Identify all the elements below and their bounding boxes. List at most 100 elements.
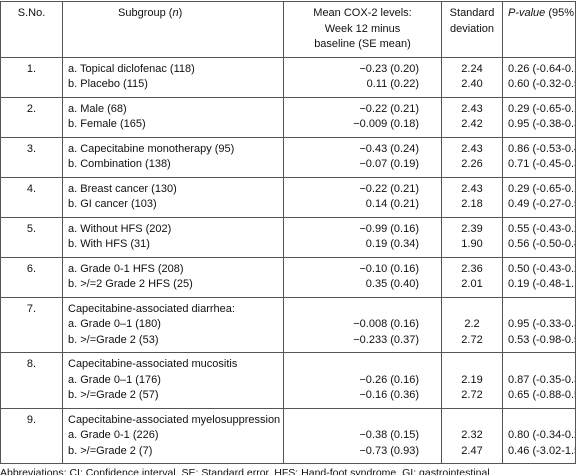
cell-line: 0.95 (-0.38-0.36) xyxy=(508,118,575,130)
footnote: Abbreviations: CI: Confidence interval, … xyxy=(0,467,490,475)
cell-line: 2.43 xyxy=(461,142,483,155)
cell-line: −0.23 (0.20) xyxy=(359,62,419,75)
cell-line: b. >/=Grade 2 (57) xyxy=(68,389,159,401)
p-value-cell: 0.29 (-0.65-0.19) 0.95 (-0.38-0.36) xyxy=(502,96,576,138)
spacer xyxy=(447,413,497,429)
table-row: 9. Capecitabine-associated myelosuppressi… xyxy=(0,407,576,464)
cell-line: −0.07 (0.19) xyxy=(359,158,419,170)
cell-line: −0.43 (0.24) xyxy=(359,142,419,155)
cell-line: a. Breast cancer (130) xyxy=(68,182,177,195)
sno-cell: 1. xyxy=(0,56,63,98)
table-row: 2. a. Male (68) b. Female (165) −0.22 (0.21… xyxy=(0,96,576,138)
cell-line: −0.22 (0.21) xyxy=(359,182,419,195)
cell-line: 0.60 (-0.32-0.56) xyxy=(508,78,575,90)
mean-cell: −0.26 (0.16) −0.16 (0.36) xyxy=(283,352,442,409)
sd-cell: 2.36 2.01 xyxy=(441,256,503,298)
subgroup-cell: a. Breast cancer (130) b. GI cancer (103) xyxy=(62,176,284,218)
table-row: 4. a. Breast cancer (130) b. GI cancer (10… xyxy=(0,176,576,218)
cell-line: 2.42 xyxy=(461,118,483,130)
cell-line: 0.29 (-0.65-0.19) xyxy=(508,182,575,195)
table-row: 3. a. Capecitabine monotherapy (95) b. Com… xyxy=(0,136,576,178)
p-value-cell: 0.80 (-0.34-0.26) 0.46 (-3.02-1.55) xyxy=(502,407,576,464)
cell-line: b. >/=Grade 2 (7) xyxy=(68,444,153,457)
sd-cell: 2.43 2.26 xyxy=(441,136,503,178)
subgroup-cell: Capecitabine-associated mucositis a. Grad… xyxy=(62,352,284,409)
subgroup-cell: a. Capecitabine monotherapy (95) b. Combi… xyxy=(62,136,284,178)
cell-line: 0.19 (-0.48-1.18) xyxy=(508,278,575,290)
spacer xyxy=(447,302,497,318)
p-value-cell: 0.87 (-0.35-0.30) 0.65 (-0.88-0.55) xyxy=(502,352,576,409)
cell-line: −0.233 (0.37) xyxy=(353,333,419,346)
cell-line: 2.26 xyxy=(461,158,483,170)
header-text: n xyxy=(172,7,179,19)
sd-cell: 2.24 2.40 xyxy=(441,56,503,98)
cell-line: 2.2 xyxy=(464,318,480,330)
subgroup-heading: Capecitabine-associated myelosuppression xyxy=(68,413,281,426)
cell-line: 0.56 (-0.50-0.89) xyxy=(508,238,575,250)
cell-line: a. Capecitabine monotherapy (95) xyxy=(68,142,235,155)
cell-line: 0.35 (0.40) xyxy=(365,278,419,290)
sno-cell: 2. xyxy=(0,96,63,138)
header-sno: S.No. xyxy=(0,1,63,58)
cell-line: a. Grade 0-1 HFS (208) xyxy=(68,262,184,275)
header-sd: Standard deviation xyxy=(441,1,503,58)
cell-line: −0.73 (0.93) xyxy=(359,444,419,457)
cell-line: −0.10 (0.16) xyxy=(359,262,419,275)
header-row: S.No. Subgroup (n) Mean COX-2 levels: Wee… xyxy=(0,1,576,58)
cell-line: b. Female (165) xyxy=(68,118,146,130)
sno-cell: 6. xyxy=(0,256,63,298)
cell-line: 2.36 xyxy=(461,262,483,275)
cell-line: a. Topical diclofenac (118) xyxy=(68,62,195,75)
cell-line: b. GI cancer (103) xyxy=(68,198,157,210)
mean-cell: −0.22 (0.21) 0.14 (0.21) xyxy=(283,176,442,218)
cell-line: 0.26 (-0.64-0.17) xyxy=(508,62,575,75)
mean-cell: −0.43 (0.24) −0.07 (0.19) xyxy=(283,136,442,178)
cell-line: a. Male (68) xyxy=(68,102,127,115)
header-text: (95% CI) xyxy=(548,7,575,19)
cell-line: b. Combination (138) xyxy=(68,158,171,170)
cell-line: 0.80 (-0.34-0.26) xyxy=(508,429,575,441)
table-header: S.No. Subgroup (n) Mean COX-2 levels: Wee… xyxy=(0,1,576,58)
spacer xyxy=(508,357,570,373)
p-value-cell: 0.29 (-0.65-0.19) 0.49 (-0.27-0.57) xyxy=(502,176,576,218)
subgroup-cell: a. Without HFS (202) b. With HFS (31) xyxy=(62,216,284,258)
cell-line: 2.01 xyxy=(461,278,483,290)
cell-line: 2.19 xyxy=(461,373,483,386)
mean-cell: −0.22 (0.21) −0.009 (0.18) xyxy=(283,96,442,138)
sd-cell: 2.32 2.47 xyxy=(441,407,503,464)
table-row: 8. Capecitabine-associated mucositis a. Gr… xyxy=(0,352,576,409)
sd-cell: 2.2 2.72 xyxy=(441,296,503,353)
header-text: Mean COX-2 levels: xyxy=(313,7,412,19)
mean-cell: −0.99 (0.16) 0.19 (0.34) xyxy=(283,216,442,258)
cell-line: 2.47 xyxy=(461,444,483,457)
cell-line: −0.22 (0.21) xyxy=(359,102,419,115)
cell-line: 0.49 (-0.27-0.57) xyxy=(508,198,575,210)
sd-cell: 2.43 2.18 xyxy=(441,176,503,218)
sno-cell: 3. xyxy=(0,136,63,178)
sd-cell: 2.19 2.72 xyxy=(441,352,503,409)
sno-cell: 8. xyxy=(0,352,63,409)
cell-line: 0.50 (-0.43-0.21) xyxy=(508,262,575,275)
sd-cell: 2.43 2.42 xyxy=(441,96,503,138)
cell-line: 2.72 xyxy=(461,333,483,346)
cell-line: 1.90 xyxy=(461,238,483,250)
header-text: P-value xyxy=(508,7,546,19)
cell-line: 2.39 xyxy=(461,222,483,235)
spacer xyxy=(289,413,419,429)
cell-line: a. Grade 0-1 (226) xyxy=(68,429,159,441)
p-value-cell: 0.55 (-0.43-0.23) 0.56 (-0.50-0.89) xyxy=(502,216,576,258)
p-value-cell: 0.95 (-0.33-0.31) 0.53 (-0.98-0.57) xyxy=(502,296,576,353)
cell-line: a. Grade 0–1 (180) xyxy=(68,318,161,330)
cell-line: b. With HFS (31) xyxy=(68,238,150,250)
cell-line: 2.40 xyxy=(461,78,483,90)
cell-line: −0.26 (0.16) xyxy=(359,373,419,386)
table-row: 1. a. Topical diclofenac (118) b. Placebo … xyxy=(0,56,576,98)
header-text: ) xyxy=(178,7,183,19)
table-row: 6. a. Grade 0-1 HFS (208) b. >/=2 Grade 2 … xyxy=(0,256,576,298)
mean-cell: −0.10 (0.16) 0.35 (0.40) xyxy=(283,256,442,298)
p-value-cell: 0.26 (-0.64-0.17) 0.60 (-0.32-0.56) xyxy=(502,56,576,98)
sno-cell: 7. xyxy=(0,296,63,353)
header-mean: Mean COX-2 levels: Week 12 minus baseline … xyxy=(283,1,442,58)
cell-line: 2.72 xyxy=(461,389,483,401)
